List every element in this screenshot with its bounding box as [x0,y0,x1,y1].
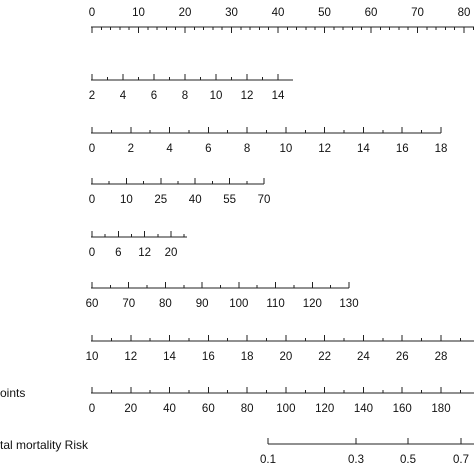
tick-label: 50 [318,7,331,19]
tick-label: 40 [272,7,285,19]
tick-label: 16 [396,143,409,155]
tick-label: 140 [354,403,373,415]
tick-label: 10 [210,90,223,102]
tick-label: 18 [241,351,254,363]
tick-label: 8 [244,143,250,155]
tick-label: 55 [223,194,236,206]
tick-label: 60 [365,7,378,19]
tick-label: 10 [132,7,145,19]
tick-label: 24 [357,351,370,363]
tick-label: 4 [120,90,127,102]
tick-label: 20 [279,351,292,363]
tick-label: 10 [86,351,99,363]
tick-label: 0 [89,7,95,19]
tick-label: 100 [229,298,248,310]
tick-label: 0 [89,403,95,415]
tick-label: 10 [279,143,292,155]
tick-label: 2 [128,143,134,155]
tick-label: 18 [435,143,448,155]
tick-label: 0.3 [348,454,364,466]
tick-label: 80 [241,403,254,415]
tick-label: 6 [205,143,211,155]
tick-label: 40 [163,403,176,415]
tick-label: 0.1 [260,454,276,466]
tick-label: 0.7 [453,454,469,466]
tick-label: 20 [179,7,192,19]
tick-label: 16 [202,351,215,363]
tick-label: 80 [458,7,471,19]
tick-label: 180 [431,403,450,415]
tick-label: 70 [122,298,135,310]
tick-label: 12 [138,247,151,259]
tick-label: 40 [189,194,202,206]
row-label-8: tal mortality Risk [0,438,89,452]
tick-label: 20 [165,247,178,259]
tick-label: 14 [163,351,176,363]
tick-label: 28 [435,351,448,363]
tick-label: 120 [303,298,322,310]
tick-label: 70 [258,194,271,206]
tick-label: 60 [202,403,215,415]
tick-label: 160 [393,403,412,415]
tick-label: 12 [241,90,254,102]
tick-label: 14 [272,90,285,102]
tick-label: 22 [318,351,331,363]
tick-label: 6 [151,90,157,102]
tick-label: 8 [182,90,188,102]
tick-label: 30 [225,7,238,19]
tick-label: 26 [396,351,409,363]
tick-label: 100 [276,403,295,415]
tick-label: 12 [318,143,331,155]
tick-label: 0 [89,194,95,206]
tick-label: 4 [166,143,173,155]
tick-label: 10 [120,194,133,206]
tick-label: 14 [357,143,370,155]
tick-label: 12 [124,351,137,363]
tick-label: 80 [159,298,172,310]
tick-label: 0 [89,247,95,259]
tick-label: 0 [89,143,95,155]
tick-label: 60 [86,298,99,310]
tick-label: 70 [411,7,424,19]
tick-label: 90 [196,298,209,310]
tick-label: 20 [124,403,137,415]
tick-label: 6 [115,247,121,259]
tick-label: 25 [154,194,167,206]
tick-label: 0.5 [400,454,416,466]
tick-label: 2 [89,90,95,102]
tick-label: 120 [315,403,334,415]
tick-label: 110 [266,298,284,310]
tick-label: 130 [339,298,358,310]
row-label-7: oints [0,386,25,400]
